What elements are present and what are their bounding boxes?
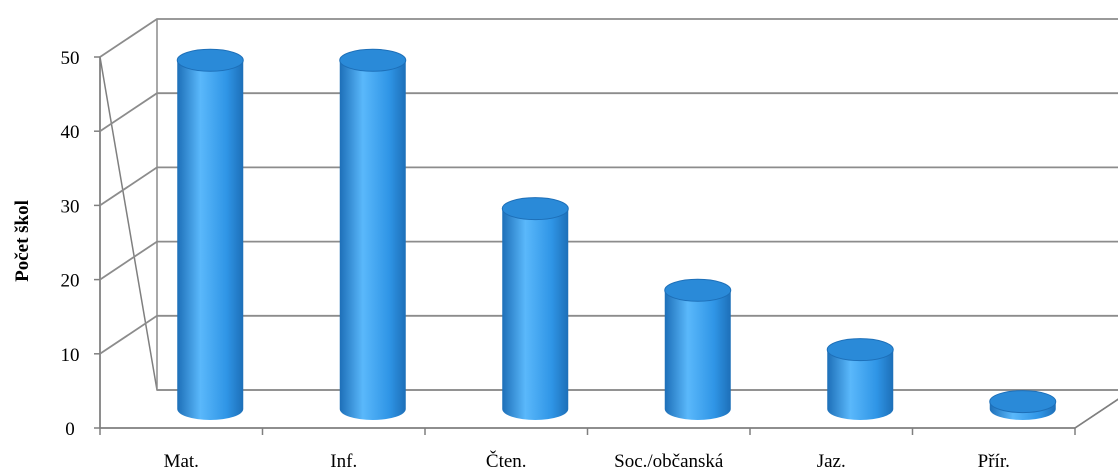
- bars: [176, 48, 1057, 421]
- bar: [339, 48, 407, 421]
- y-tick-label: 20: [61, 271, 80, 292]
- y-axis-ticks: 0 10 20 30 40 50: [61, 48, 100, 440]
- chart-walls: [99, 19, 1118, 429]
- bar-top: [826, 338, 894, 362]
- bar-top: [664, 278, 732, 302]
- gridline: [99, 92, 1118, 132]
- bar-top: [176, 48, 244, 72]
- x-tick-label: Soc./občanská: [614, 451, 724, 472]
- y-tick-label: 40: [61, 122, 80, 143]
- x-tick-label: Čten.: [486, 450, 527, 472]
- bar: [826, 338, 894, 421]
- bar-body: [827, 349, 894, 421]
- bar-top: [989, 390, 1057, 414]
- y-tick-label: 0: [65, 419, 75, 440]
- x-tick-label: Mat.: [164, 451, 199, 472]
- bar-body: [502, 208, 569, 421]
- floor-right-edge: [1074, 398, 1118, 429]
- y-tick-label: 30: [61, 196, 80, 217]
- x-tick-label: Inf.: [330, 451, 357, 472]
- gridline: [99, 314, 1118, 355]
- bar-body: [339, 60, 406, 421]
- y-tick-label: 10: [61, 345, 80, 366]
- bar-top: [339, 48, 407, 72]
- y-axis-title: Počet škol: [12, 200, 33, 282]
- gridline: [99, 18, 1118, 58]
- x-tick-label: Jaz.: [817, 451, 846, 472]
- bar-top: [501, 197, 569, 221]
- gridline: [99, 240, 1118, 281]
- bar-body: [177, 60, 244, 421]
- bar: [664, 278, 732, 421]
- bar: [176, 48, 244, 421]
- gridlines: [99, 18, 1118, 391]
- bar: [501, 197, 569, 421]
- x-axis-ticks: Mat. Inf. Čten. Soc./občanská Jaz. Přír.: [99, 428, 1076, 472]
- x-tick-label: Přír.: [978, 451, 1010, 472]
- bar: [989, 390, 1057, 421]
- y-tick-label: 50: [61, 48, 80, 69]
- gridline: [99, 166, 1118, 207]
- bar-body: [664, 290, 731, 421]
